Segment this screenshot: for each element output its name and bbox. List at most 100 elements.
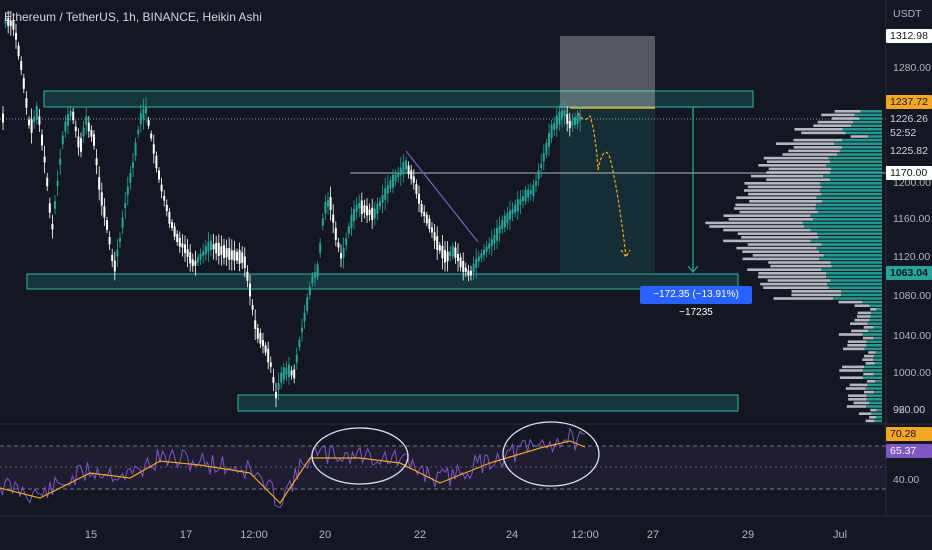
volume-bar-sell [863,372,874,376]
volume-bar-buy [862,369,882,372]
volume-bar-sell [847,340,867,343]
volume-bar-sell [775,142,835,145]
candle [189,252,192,264]
candle [319,243,322,253]
volume-bar-sell [744,189,820,192]
short-position-tool[interactable] [560,36,655,273]
candle [561,110,563,119]
volume-bar-buy [834,142,882,145]
volume-bar-buy [826,272,882,275]
candle [566,114,569,124]
candle [337,242,340,248]
volume-bar-buy [867,135,882,138]
candle [12,19,15,30]
candle [376,203,379,214]
volume-bar-sell [736,196,817,199]
volume-bar-sell [821,113,855,117]
candle [262,340,264,347]
candle [30,119,33,133]
candle [48,203,51,213]
candle [137,129,140,135]
rsi-pane [0,421,932,509]
volume-bar-buy [829,171,882,174]
volume-bar-sell [739,210,818,214]
candle [33,116,36,123]
candle [124,202,127,208]
candle [407,165,410,175]
candle [241,252,244,263]
currency-label: USDT [893,8,922,20]
volume-bar-buy [874,362,882,365]
badge-level: 1170.00 [886,166,932,180]
candle [238,250,241,264]
candle [464,267,467,272]
candle [246,271,249,281]
candle [498,225,501,234]
candle [152,144,155,154]
candle [316,264,319,277]
candle [366,205,368,216]
candle [233,250,236,261]
rsi-circle-1 [311,427,409,485]
candle [160,184,163,192]
candle [7,17,10,27]
price-axis-label: 1280.00 [893,62,931,74]
candle [420,204,423,213]
volume-bar-buy [812,218,882,221]
candle [381,194,384,203]
candle [155,155,158,169]
candle [64,121,67,132]
volume-bar-buy [863,376,882,379]
price-range-measure[interactable] [686,106,700,274]
candle [438,245,441,251]
candle [472,263,475,273]
support-resistance-zones [26,90,754,412]
candle [485,246,488,252]
volume-bar-sell [858,412,872,415]
candle [386,184,389,194]
volume-bar-buy [810,214,882,217]
volume-bar-buy [817,210,882,214]
rsi-level-label: 40.00 [893,474,920,486]
volume-bar-sell [850,322,868,325]
volume-bar-buy [802,221,882,225]
volume-bar-buy [867,383,882,387]
candle [288,364,290,378]
volume-bar-buy [839,149,882,153]
badge-last-price: 1237.72 [886,95,932,109]
candle [475,258,478,269]
volume-bar-buy [826,164,882,167]
price-axis-label: 1200.00 [893,177,931,189]
candle [249,283,251,297]
lower-support-zone [237,394,739,412]
candle [139,113,142,125]
candle [126,186,129,196]
candle [35,106,38,120]
candle [308,286,311,296]
candle [215,242,218,254]
candle [93,134,95,146]
volume-bar-sell [865,362,875,365]
candle [402,162,405,175]
candle [529,189,532,195]
chart-title: Ethereum / TetherUS, 1h, BINANCE, Heikin… [4,10,262,24]
volume-bar-sell [834,110,861,113]
candle [540,163,543,169]
candle [228,247,231,260]
candle [345,238,348,246]
volume-bar-buy [876,416,882,419]
volume-bar-sell [770,264,832,268]
rsi-ma-value: 70.28 [886,427,932,441]
candle [204,246,207,255]
candle [108,237,111,245]
volume-bar-buy [873,326,882,329]
volume-bar-sell [850,135,868,138]
candle [134,142,137,156]
candle [225,248,228,258]
badge-poc: 1063.04 [886,266,932,280]
volume-bar-sell [747,268,822,271]
volume-bar-buy [865,387,882,390]
candle [327,200,329,207]
price-axis-label: 960.00 [893,404,926,416]
